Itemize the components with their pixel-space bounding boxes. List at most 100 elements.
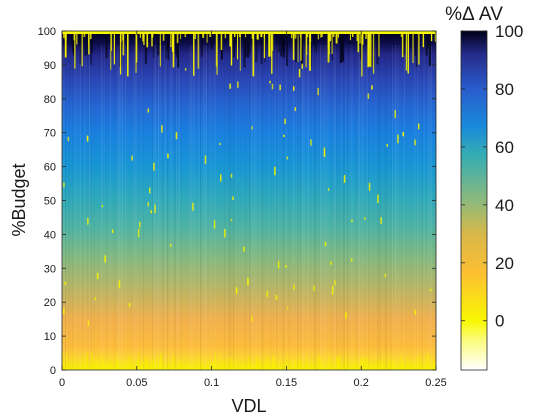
heatmap-streak [177, 45, 179, 370]
heatmap-dark-spike [247, 36, 250, 58]
x-tick-label: 0.2 [354, 377, 369, 389]
heatmap-speckle [321, 34, 323, 37]
heatmap-streak [252, 45, 254, 370]
heatmap-speckle [359, 34, 361, 44]
heatmap-bottom-streak [389, 358, 391, 370]
heatmap-streak [293, 45, 294, 370]
heatmap-plot-area [61, 30, 437, 371]
heatmap-speckle [368, 182, 371, 191]
heatmap-streak [431, 45, 432, 370]
heatmap-dark-spike [108, 36, 110, 43]
heatmap-speckle [245, 34, 247, 38]
heatmap-dark-spike [177, 36, 180, 68]
heatmap-bottom-streak [206, 362, 208, 370]
heatmap-streak [308, 45, 309, 370]
heatmap-streak [324, 45, 326, 370]
heatmap-speckle [229, 34, 231, 47]
heatmap-dark-spike [376, 36, 379, 65]
heatmap-speckle [256, 34, 259, 40]
heatmap-dark-spike [244, 36, 247, 58]
heatmap-streak [215, 45, 216, 370]
heatmap-speckle [297, 34, 299, 62]
heatmap-bottom-streak [367, 360, 369, 370]
x-axis-label: VDL [231, 396, 266, 416]
heatmap-speckle [352, 34, 354, 37]
heatmap-speckle [172, 34, 175, 68]
heatmap-streak [63, 45, 65, 370]
heatmap-streak [84, 45, 86, 370]
heatmap-dark-spike [301, 36, 304, 65]
x-tick-label: 0.1 [204, 377, 219, 389]
heatmap-speckle [320, 34, 322, 38]
heatmap-streak [165, 45, 167, 370]
heatmap-speckle [361, 34, 364, 45]
heatmap-streak [203, 45, 204, 370]
heatmap-speckle [301, 63, 303, 69]
heatmap-speckle [197, 34, 200, 69]
heatmap-speckle [430, 34, 433, 42]
heatmap-bottom-streak [188, 363, 190, 370]
heatmap-streak [284, 31, 285, 370]
heatmap-streak [356, 31, 357, 370]
heatmap-streak [390, 31, 392, 370]
heatmap-bottom-streak [265, 359, 267, 370]
heatmap-speckle [414, 310, 417, 315]
heatmap-speckle [285, 265, 287, 268]
heatmap-streak [282, 31, 284, 370]
heatmap-bottom-streak [117, 359, 119, 370]
heatmap-speckle [180, 34, 182, 40]
heatmap-speckle [417, 123, 420, 130]
heatmap-bottom-streak [233, 358, 235, 370]
heatmap-speckle [350, 258, 353, 262]
y-tick-label: 0 [50, 365, 56, 377]
heatmap-bottom-streak [313, 365, 315, 370]
heatmap-speckle [127, 34, 129, 77]
heatmap-bottom-streak [248, 356, 250, 370]
heatmap-speckle [151, 34, 153, 47]
heatmap-speckle [90, 34, 92, 40]
heatmap-bottom-streak [400, 355, 402, 370]
heatmap-speckle [430, 288, 432, 292]
heatmap-bottom-streak [417, 355, 419, 370]
heatmap-bottom-streak [118, 361, 119, 370]
heatmap-bottom-streak [337, 358, 339, 370]
heatmap-speckle [150, 210, 152, 214]
heatmap-speckle [269, 80, 271, 84]
heatmap-bottom-streak [91, 357, 93, 370]
heatmap-bottom-streak [298, 358, 300, 370]
heatmap-speckle [224, 34, 227, 39]
heatmap-bottom-streak [138, 357, 139, 370]
heatmap-streak [171, 45, 173, 370]
heatmap-speckle [327, 34, 329, 50]
heatmap-streak [323, 45, 324, 370]
heatmap-streak [141, 45, 143, 370]
heatmap-dark-spike [243, 36, 246, 68]
heatmap-streak [110, 45, 111, 370]
heatmap-speckle [143, 34, 145, 45]
heatmap-speckle [119, 34, 122, 75]
heatmap-streak [340, 31, 341, 370]
colorbar-tick-label: 40 [495, 196, 514, 215]
heatmap-bottom-streak [137, 352, 139, 370]
heatmap-bottom-streak [150, 361, 152, 370]
heatmap-streak [376, 45, 377, 370]
heatmap-streak [213, 45, 215, 370]
heatmap-speckle [239, 34, 241, 71]
heatmap-streak [189, 45, 191, 370]
heatmap-bottom-streak [159, 354, 161, 370]
y-tick-label: 60 [44, 162, 56, 174]
heatmap-dark-spike [410, 36, 412, 49]
heatmap-streak [359, 45, 360, 370]
heatmap-streak [180, 31, 182, 370]
heatmap-streak [68, 31, 69, 370]
x-axis-ticks: 0 0.05 0.1 0.15 0.2 0.25 [59, 31, 447, 389]
heatmap-streak [422, 31, 423, 370]
heatmap-speckle [378, 34, 380, 57]
heatmap-streak [261, 31, 263, 370]
heatmap-streak [362, 45, 363, 370]
heatmap-streak [104, 45, 105, 370]
heatmap-bottom-streak [243, 364, 245, 370]
heatmap-speckle [400, 34, 402, 37]
heatmap-streak [191, 45, 192, 370]
heatmap-dark-spike [264, 36, 266, 45]
